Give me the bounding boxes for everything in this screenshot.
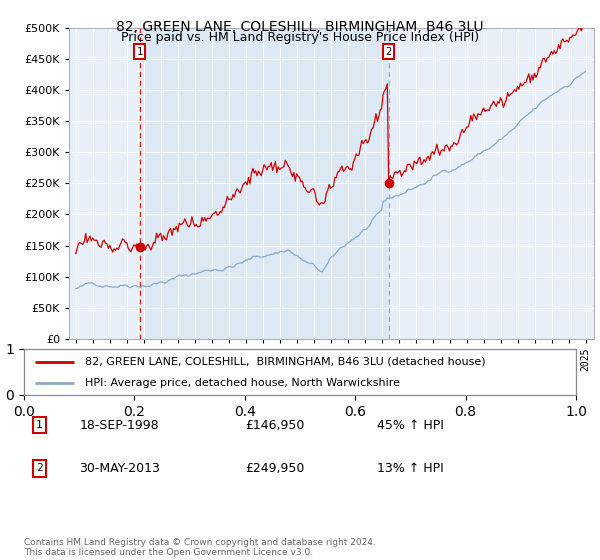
Text: Price paid vs. HM Land Registry's House Price Index (HPI): Price paid vs. HM Land Registry's House … [121, 31, 479, 44]
Text: 30-MAY-2013: 30-MAY-2013 [79, 462, 160, 475]
Text: £146,950: £146,950 [245, 418, 304, 432]
Text: 2: 2 [386, 46, 392, 57]
Text: 2: 2 [36, 464, 43, 474]
Text: 45% ↑ HPI: 45% ↑ HPI [377, 418, 444, 432]
Text: 82, GREEN LANE, COLESHILL,  BIRMINGHAM, B46 3LU (detached house): 82, GREEN LANE, COLESHILL, BIRMINGHAM, B… [85, 357, 485, 367]
Text: HPI: Average price, detached house, North Warwickshire: HPI: Average price, detached house, Nort… [85, 379, 400, 388]
Bar [140, 28, 389, 339]
Text: Contains HM Land Registry data © Crown copyright and database right 2024.
This d: Contains HM Land Registry data © Crown c… [24, 538, 376, 557]
Text: 13% ↑ HPI: 13% ↑ HPI [377, 462, 444, 475]
Text: 1: 1 [136, 46, 143, 57]
Text: 82, GREEN LANE, COLESHILL, BIRMINGHAM, B46 3LU: 82, GREEN LANE, COLESHILL, BIRMINGHAM, B… [116, 20, 484, 34]
Text: £249,950: £249,950 [245, 462, 304, 475]
Text: 18-SEP-1998: 18-SEP-1998 [79, 418, 159, 432]
Text: 1: 1 [36, 420, 43, 430]
